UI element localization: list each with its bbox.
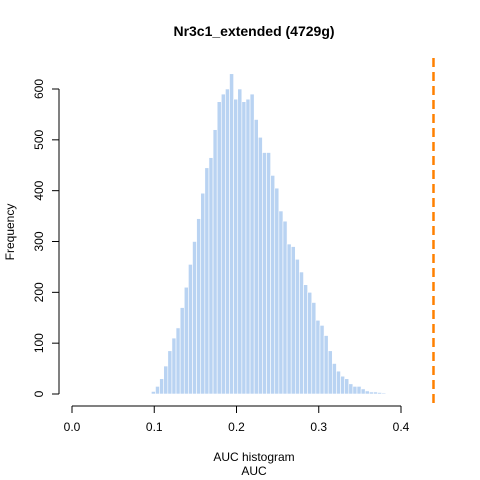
histogram-bar	[179, 307, 185, 395]
x-tick-label: 0.1	[146, 420, 163, 434]
x-tick-label: 0.3	[310, 420, 327, 434]
y-tick-label: 400	[32, 180, 46, 200]
x-axis: 0.0 0.1 0.2 0.3 0.4	[64, 405, 410, 434]
histogram-bars	[151, 73, 387, 395]
y-tick-label: 200	[32, 282, 46, 302]
histogram-bar	[233, 98, 239, 395]
histogram-bar	[381, 392, 387, 395]
histogram-bar	[303, 284, 308, 395]
histogram-bar	[253, 119, 259, 395]
y-tick-label: 100	[32, 333, 46, 353]
histogram-bar	[332, 363, 337, 395]
histogram-bar	[192, 241, 197, 395]
histogram-bar	[311, 302, 317, 395]
histogram-bar	[175, 327, 181, 395]
histogram-bar	[183, 286, 189, 395]
y-tick-label: 0	[32, 390, 46, 397]
histogram-bar	[163, 365, 169, 395]
chart-title: Nr3c1_extended (4729g)	[173, 23, 334, 39]
histogram-bar	[282, 220, 288, 395]
x-tick-label: 0.0	[64, 420, 81, 434]
histogram-bar	[274, 187, 280, 395]
x-tick-label: 0.4	[393, 420, 410, 434]
histogram-bar	[212, 129, 218, 395]
histogram-bar	[344, 378, 350, 395]
y-axis-label: Frequency	[3, 204, 17, 261]
histogram-bar	[159, 378, 165, 395]
histogram-bar	[336, 370, 341, 395]
histogram-bar	[295, 258, 300, 395]
histogram-bar	[171, 337, 177, 395]
y-tick-label: 300	[32, 231, 46, 251]
histogram-bar	[208, 157, 214, 395]
histogram-bar	[278, 210, 284, 395]
histogram-bar	[225, 88, 230, 395]
histogram-bar	[307, 292, 313, 395]
histogram-bar	[237, 88, 243, 395]
y-tick-label: 600	[32, 79, 46, 99]
histogram-bar	[364, 390, 370, 395]
histogram-bar	[340, 375, 345, 395]
histogram-bar	[241, 101, 247, 395]
y-tick-label: 500	[32, 130, 46, 150]
histogram-bar	[348, 383, 354, 395]
histogram-bar	[155, 386, 160, 395]
histogram-bar	[323, 335, 329, 395]
histogram-bar	[229, 73, 234, 395]
histogram-bar	[249, 93, 255, 395]
histogram-bar	[327, 350, 333, 395]
histogram-bar	[352, 386, 358, 395]
histogram-bar	[167, 350, 173, 395]
histogram-bar	[266, 152, 271, 395]
x-tick-label: 0.2	[228, 420, 245, 434]
histogram-bar	[290, 246, 296, 395]
histogram-bar	[369, 391, 374, 395]
histogram-bar	[200, 192, 206, 395]
histogram-bar	[216, 101, 222, 395]
histogram-bar	[360, 388, 366, 395]
histogram-bar	[377, 392, 382, 395]
histogram-bar	[315, 319, 321, 395]
histogram-bar	[220, 93, 226, 395]
histogram-bar	[356, 386, 362, 395]
histogram-bar	[188, 264, 193, 395]
histogram-bar	[257, 136, 263, 395]
y-axis: 0 100 200 300 400 500 600	[32, 79, 60, 397]
x-axis-label-line2: AUC	[241, 464, 267, 478]
histogram-bar	[151, 391, 156, 395]
histogram-bar	[270, 175, 276, 395]
histogram-bar	[299, 271, 304, 395]
histogram-bar	[245, 98, 251, 395]
histogram-bar	[262, 152, 267, 395]
x-axis-label-line1: AUC histogram	[213, 450, 294, 464]
histogram-bar	[204, 167, 210, 395]
histogram-bar	[196, 218, 202, 395]
histogram-bar	[319, 325, 325, 395]
histogram-bar	[373, 391, 378, 395]
histogram-bar	[286, 243, 292, 395]
